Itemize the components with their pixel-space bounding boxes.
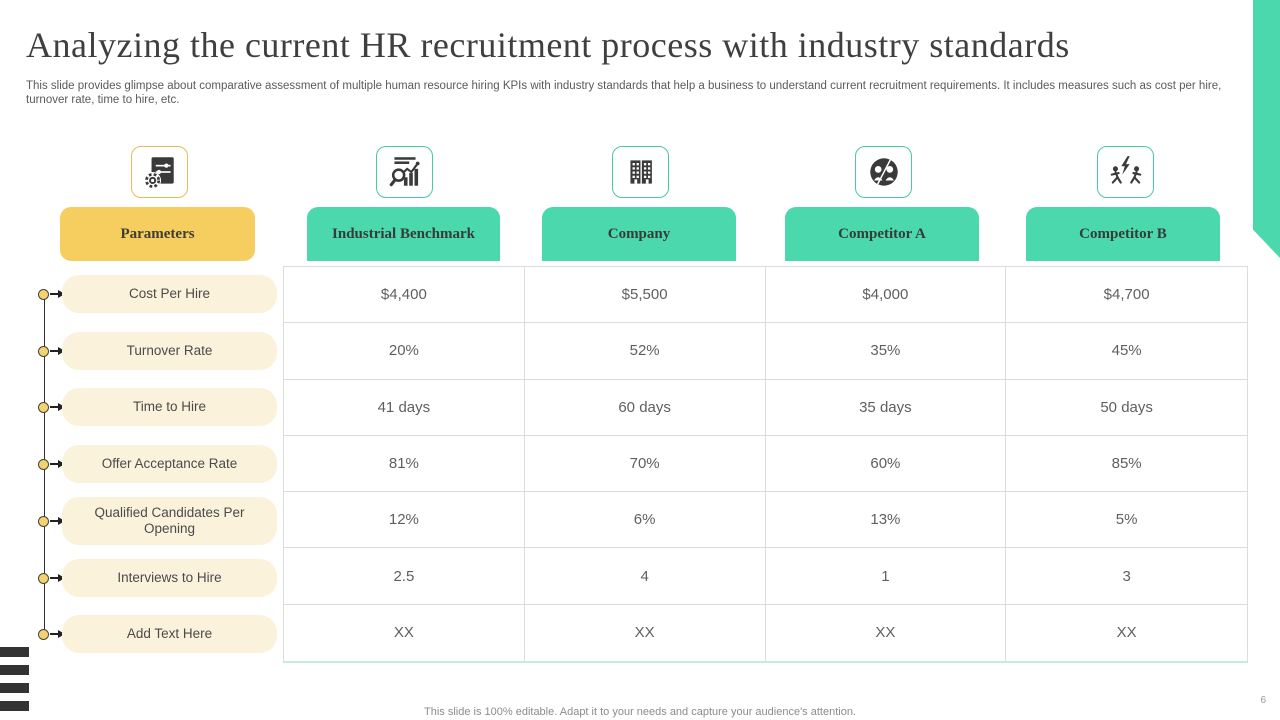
- parameter-label: Interviews to Hire: [62, 559, 277, 597]
- table-cell: 70%: [524, 435, 766, 493]
- timeline-dot: [38, 628, 49, 640]
- rivalry-runners-icon: [1097, 146, 1154, 198]
- table-cell: XX: [525, 604, 766, 661]
- table-cell: 3: [1006, 548, 1247, 605]
- column-header-competitor-b: Competitor B: [1026, 207, 1220, 261]
- table-cell: 45%: [1006, 323, 1247, 380]
- arrow-right-icon: [58, 630, 65, 638]
- arrow-right-icon: [58, 460, 65, 468]
- office-building-icon: [612, 146, 669, 198]
- analysis-magnifier-icon: [376, 146, 433, 198]
- table-cell: $5,500: [524, 267, 766, 324]
- settings-panel-icon: [131, 146, 188, 198]
- timeline-dot: [38, 401, 49, 413]
- footer-note: This slide is 100% editable. Adapt it to…: [424, 706, 856, 718]
- timeline-dot: [38, 458, 49, 470]
- table-cell: XX: [1116, 624, 1137, 642]
- table-cell: 20%: [284, 323, 525, 380]
- corner-ribbon-right: [1253, 0, 1280, 258]
- table-cell: 50 days: [1006, 380, 1247, 436]
- table-cell: XX: [284, 604, 525, 661]
- parameter-label: Qualified Candidates Per Opening: [62, 497, 277, 545]
- table-cell: 12%: [284, 492, 525, 549]
- table-cell: $4,700: [1006, 267, 1247, 324]
- column-header-competitor-a: Competitor A: [785, 207, 979, 261]
- timeline-dot: [38, 288, 49, 300]
- table-cell: $4,400: [284, 267, 525, 324]
- arrow-right-icon: [58, 347, 65, 355]
- table-cell: 35 days: [765, 379, 1007, 436]
- decoration-bar: [0, 701, 29, 711]
- kpi-table: $4,400 $5,500 $4,000 $4,700 20% 52% 35% …: [283, 266, 1248, 663]
- slide-description: This slide provides glimpse about compar…: [26, 80, 1222, 106]
- timeline-dot: [38, 572, 49, 584]
- table-cell: 85%: [1006, 436, 1247, 493]
- decoration-bar: [0, 665, 29, 675]
- page-title: Analyzing the current HR recruitment pro…: [26, 25, 1070, 65]
- arrow-right-icon: [58, 574, 65, 582]
- column-header-industrial-benchmark: Industrial Benchmark: [307, 207, 500, 261]
- opposing-faces-icon: [855, 146, 912, 198]
- table-cell: 35%: [765, 323, 1007, 380]
- table-cell: 60%: [765, 435, 1007, 493]
- arrow-right-icon: [58, 290, 65, 298]
- parameter-label: Time to Hire: [62, 388, 277, 426]
- table-cell: 6%: [524, 492, 766, 549]
- table-cell: 13%: [765, 492, 1007, 549]
- table-cell: 5%: [1006, 492, 1247, 549]
- table-cell: 81%: [284, 435, 525, 493]
- table-cell: 60 days: [524, 379, 766, 436]
- table-cell: 1: [765, 548, 1007, 605]
- table-cell: 2.5: [284, 548, 525, 605]
- decoration-bar: [0, 683, 29, 693]
- parameters-header: Parameters: [60, 207, 255, 261]
- arrow-right-icon: [58, 517, 65, 525]
- parameter-label: Add Text Here: [62, 615, 277, 653]
- table-cell: 41 days: [284, 379, 525, 436]
- table-cell: 4: [524, 548, 766, 605]
- table-cell: $4,000: [765, 267, 1007, 324]
- timeline-dot: [38, 345, 49, 357]
- table-cell: XX: [766, 604, 1007, 661]
- timeline-dot: [38, 515, 49, 527]
- decoration-bar: [0, 647, 29, 657]
- arrow-right-icon: [58, 403, 65, 411]
- parameter-label: Turnover Rate: [62, 332, 277, 370]
- column-header-company: Company: [542, 207, 736, 261]
- parameter-label: Offer Acceptance Rate: [62, 445, 277, 483]
- page-number: 6: [1260, 695, 1266, 706]
- table-cell: 52%: [524, 323, 766, 380]
- parameter-label: Cost Per Hire: [62, 275, 277, 313]
